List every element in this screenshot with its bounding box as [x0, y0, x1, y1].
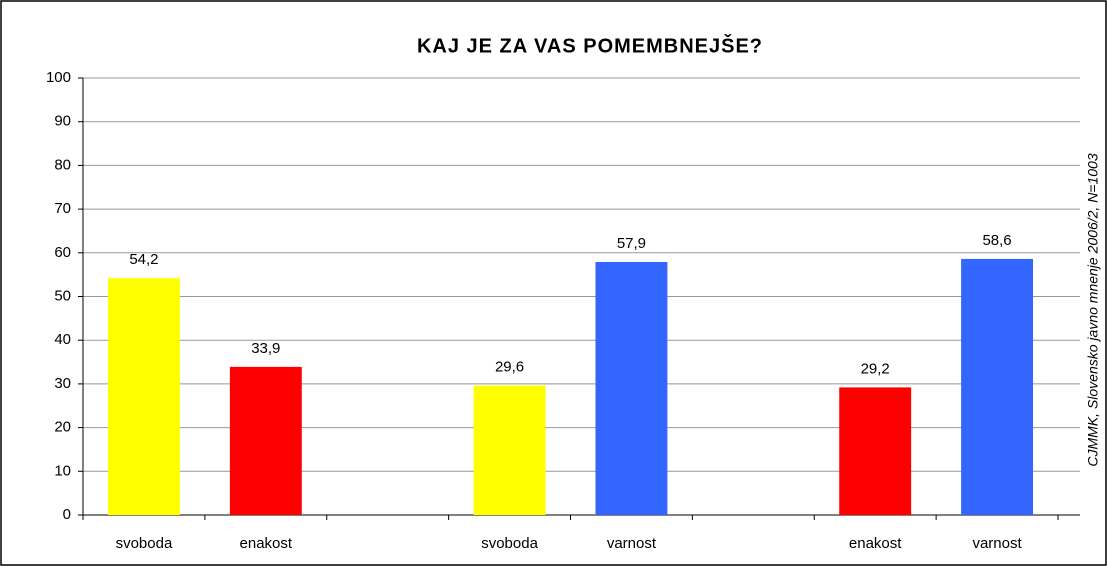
y-tick-label: 70 — [54, 200, 71, 217]
x-tick-label: enakost — [849, 535, 902, 552]
value-label: 29,2 — [861, 360, 890, 377]
value-label: 58,6 — [982, 232, 1011, 249]
value-label: 29,6 — [495, 359, 524, 376]
x-tick-label: svoboda — [481, 535, 538, 552]
bar — [961, 258, 1034, 515]
y-tick-label: 50 — [54, 287, 71, 304]
x-tick-label: enakost — [240, 535, 293, 552]
y-tick-label: 20 — [54, 419, 71, 436]
annotation: CJMMK, Slovensko javno mnenje 2006/2, N=… — [1085, 153, 1101, 466]
y-tick-label: 30 — [54, 375, 71, 392]
y-tick-label: 90 — [54, 113, 71, 130]
bar — [839, 387, 912, 515]
y-tick-label: 100 — [46, 69, 71, 86]
value-label: 57,9 — [617, 235, 646, 252]
value-label: 33,9 — [251, 340, 280, 357]
y-tick-label: 80 — [54, 156, 71, 173]
y-tick-label: 10 — [54, 462, 71, 479]
bar — [595, 261, 668, 515]
chart-title: KAJ JE ZA VAS POMEMBNEJŠE? — [417, 33, 763, 57]
y-tick-label: 0 — [63, 506, 71, 523]
y-tick-label: 40 — [54, 331, 71, 348]
bar — [229, 366, 302, 515]
y-tick-label: 60 — [54, 244, 71, 261]
bar — [473, 385, 546, 515]
bar — [107, 278, 180, 515]
x-tick-label: varnost — [972, 535, 1022, 552]
x-tick-label: varnost — [607, 535, 657, 552]
value-label: 54,2 — [129, 251, 158, 268]
x-tick-label: svoboda — [116, 535, 173, 552]
